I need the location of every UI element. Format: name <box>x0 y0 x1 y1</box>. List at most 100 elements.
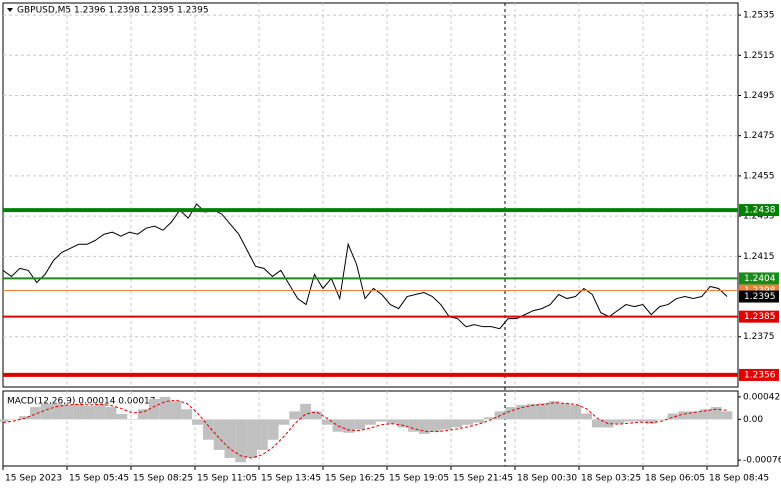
macd-bar <box>678 411 690 420</box>
macd-bar <box>581 413 592 420</box>
y-tick-label: -0.00076 <box>743 456 781 466</box>
macd-bar <box>440 419 452 430</box>
macd-bar <box>397 419 409 428</box>
macd-bar <box>624 419 636 422</box>
macd-bar <box>267 419 279 440</box>
macd-bar <box>699 409 711 420</box>
macd-bar <box>235 419 247 463</box>
macd-bar <box>645 419 657 424</box>
macd-bar <box>429 419 441 432</box>
macd-bar <box>148 399 160 420</box>
macd-bar <box>8 419 20 420</box>
level-label-box <box>739 272 779 285</box>
macd-bar <box>419 419 430 434</box>
last-price-box <box>739 290 779 303</box>
last-price-label: 1.2395 <box>744 292 776 302</box>
macd-bar <box>591 419 603 428</box>
macd-bar <box>202 419 214 440</box>
y-tick-label: 1.2435 <box>743 212 775 222</box>
level-label: 1.2438 <box>744 206 776 216</box>
y-tick-label: 1.2535 <box>743 11 775 21</box>
macd-bar <box>710 407 722 420</box>
macd-bar <box>321 419 333 425</box>
macd-bar <box>0 419 9 422</box>
main-panel <box>2 2 739 388</box>
macd-bar <box>343 419 355 433</box>
level-label-box <box>739 204 779 217</box>
macd-bar <box>127 419 139 420</box>
level-label: 1.2404 <box>744 274 776 284</box>
x-tick-label: 18 Sep 00:30 <box>517 474 577 484</box>
x-tick-label: 15 Sep 11:05 <box>197 474 257 484</box>
x-tick-label: 15 Sep 08:25 <box>133 474 193 484</box>
x-tick-label: 15 Sep 21:45 <box>453 474 513 484</box>
macd-bar <box>256 419 268 450</box>
y-tick-label: 1.2495 <box>743 91 775 101</box>
macd-bar <box>570 404 582 420</box>
x-tick-label: 15 Sep 19:05 <box>389 474 449 484</box>
macd-bar <box>354 419 365 430</box>
macd-bar <box>159 396 171 420</box>
level-label: 1.2385 <box>744 312 776 322</box>
chart-title: GBPUSD,M5 1.2396 1.2398 1.2395 1.2395 <box>17 6 209 16</box>
y-tick-label: 1.2515 <box>743 51 775 61</box>
x-tick-label: 15 Sep 16:25 <box>325 474 385 484</box>
x-tick-label: 18 Sep 03:25 <box>581 474 641 484</box>
macd-bar <box>278 419 290 425</box>
macd-bar <box>375 419 387 422</box>
macd-bar <box>451 419 463 428</box>
macd-bar <box>84 406 95 420</box>
macd-bar <box>667 413 679 420</box>
macd-bar <box>170 401 182 420</box>
macd-bar <box>300 403 311 420</box>
y-tick-label: 1.2455 <box>743 171 775 181</box>
macd-bar <box>94 403 106 420</box>
macd-bar <box>365 419 376 425</box>
y-tick-label: 1.2415 <box>743 252 775 262</box>
macd-bar <box>386 419 398 424</box>
macd-bar <box>613 419 625 424</box>
level-label-box <box>739 310 779 323</box>
macd-bar <box>105 407 117 420</box>
macd-bar <box>505 407 517 420</box>
macd-bar <box>213 419 225 450</box>
x-tick-label: 15 Sep 13:45 <box>261 474 321 484</box>
macd-bar <box>224 419 236 458</box>
macd-bar <box>656 419 668 420</box>
macd-bar <box>246 419 257 458</box>
macd-bar <box>310 411 322 420</box>
macd-bar <box>408 419 420 432</box>
macd-bar <box>73 403 85 420</box>
macd-bar <box>516 404 528 420</box>
signal-line <box>2 399 728 459</box>
y-tick-label: 0.00042 <box>743 392 780 402</box>
level-label-box <box>739 368 779 381</box>
macd-bar <box>181 409 193 420</box>
macd-bar <box>462 419 474 425</box>
macd-bar <box>192 419 203 425</box>
x-tick-label: 18 Sep 08:45 <box>709 474 769 484</box>
macd-bar <box>635 419 646 422</box>
macd-bar <box>30 407 41 420</box>
macd-panel <box>2 390 739 467</box>
y-tick-label: 0.00 <box>743 415 763 425</box>
menu-triangle <box>7 8 13 12</box>
macd-bar <box>332 419 344 432</box>
price-line <box>2 203 728 330</box>
macd-bar <box>689 411 700 420</box>
macd-bar <box>289 411 301 420</box>
macd-bar <box>62 404 74 420</box>
macd-bar <box>548 401 560 420</box>
macd-bar <box>116 414 128 420</box>
y-tick-label: 1.2475 <box>743 131 775 141</box>
y-tick-label: 1.2375 <box>743 332 775 342</box>
macd-bar <box>483 417 495 420</box>
macd-bar <box>40 403 52 420</box>
macd-bar <box>721 411 733 420</box>
x-tick-label: 18 Sep 06:05 <box>645 474 705 484</box>
macd-bar <box>537 403 549 420</box>
macd-bar <box>51 403 63 420</box>
level-label: 1.2356 <box>744 370 776 380</box>
macd-bar <box>473 419 484 423</box>
